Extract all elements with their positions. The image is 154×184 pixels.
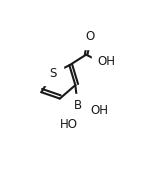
Text: HO: HO bbox=[60, 118, 78, 131]
Text: S: S bbox=[50, 67, 57, 80]
Text: OH: OH bbox=[91, 104, 109, 117]
Text: O: O bbox=[85, 30, 94, 43]
Text: OH: OH bbox=[97, 55, 115, 68]
Text: B: B bbox=[74, 99, 82, 112]
